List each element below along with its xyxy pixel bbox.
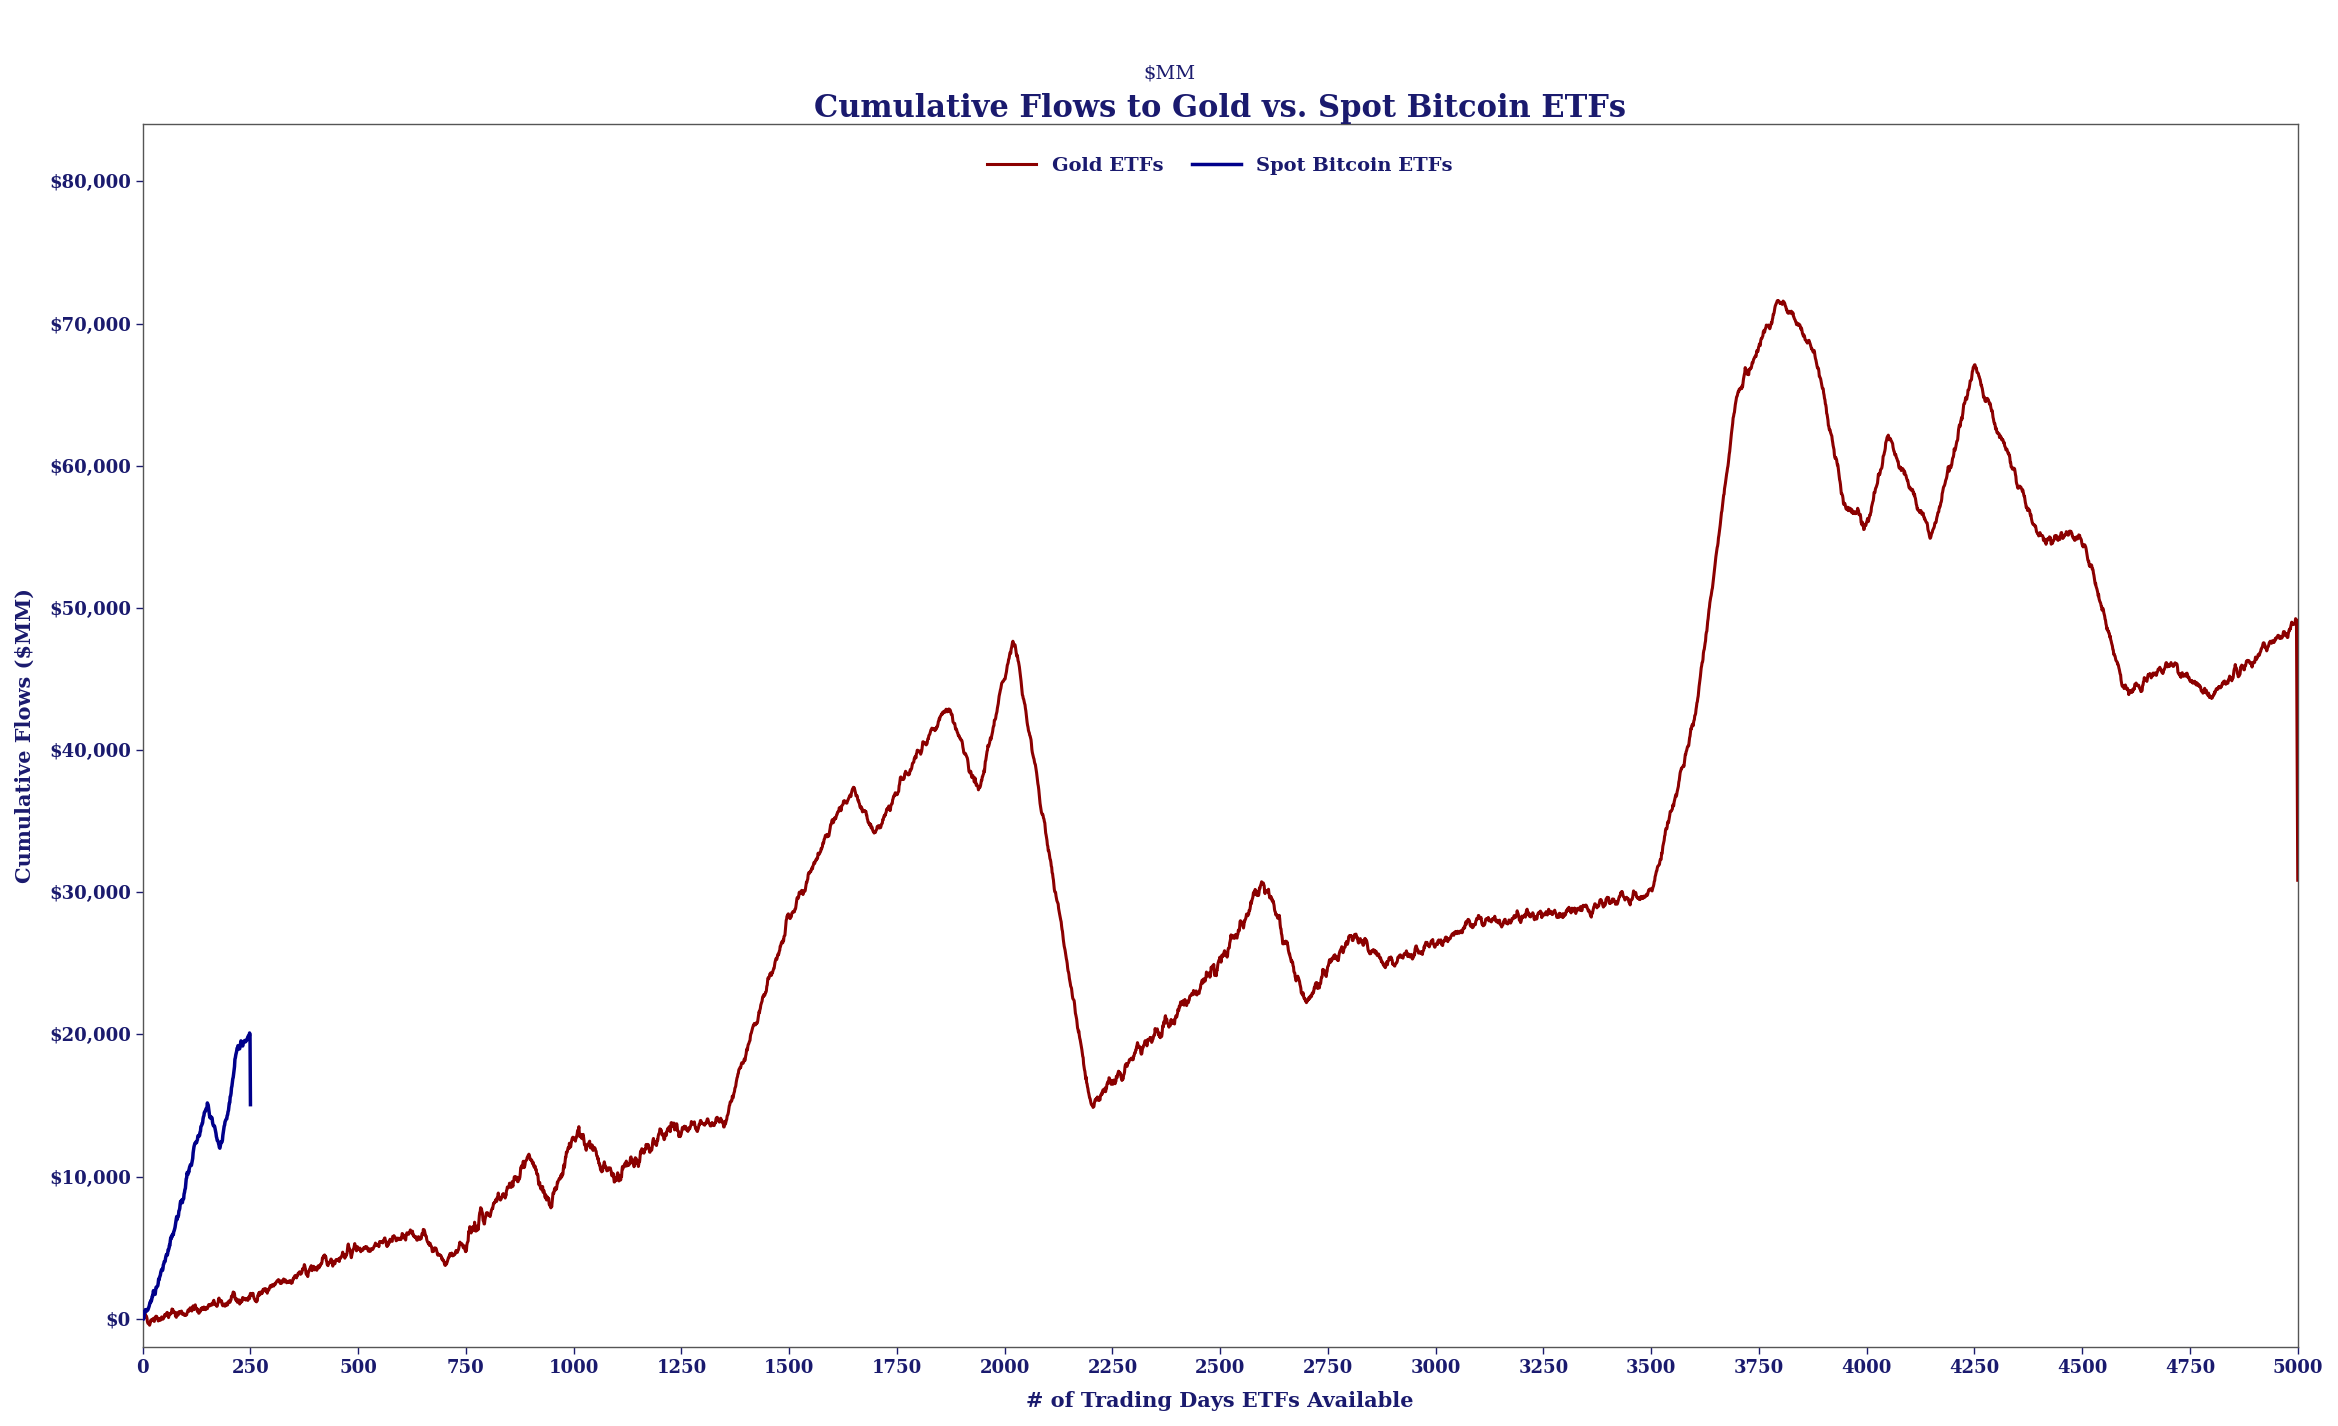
- Spot Bitcoin ETFs: [194, 1097, 222, 1114]
- Legend: Gold ETFs, Spot Bitcoin ETFs: Gold ETFs, Spot Bitcoin ETFs: [980, 148, 1461, 183]
- Spot Bitcoin ETFs: [129, 1310, 157, 1328]
- Gold ETFs: [2074, 546, 2102, 563]
- Spot Bitcoin ETFs: [210, 1118, 238, 1135]
- Gold ETFs: [1169, 992, 1197, 1010]
- Gold ETFs: [552, 1152, 580, 1169]
- Spot Bitcoin ETFs: [178, 1152, 206, 1169]
- Spot Bitcoin ETFs: [201, 1125, 229, 1142]
- Gold ETFs: [1763, 292, 1791, 309]
- Spot Bitcoin ETFs: [236, 1024, 264, 1041]
- Gold ETFs: [2284, 871, 2312, 888]
- X-axis label: # of Trading Days ETFs Available: # of Trading Days ETFs Available: [1026, 1390, 1414, 1410]
- Text: $MM: $MM: [1143, 64, 1195, 83]
- Gold ETFs: [136, 1316, 164, 1333]
- Gold ETFs: [2128, 677, 2156, 694]
- Spot Bitcoin ETFs: [129, 1309, 157, 1326]
- Gold ETFs: [129, 1309, 157, 1326]
- Spot Bitcoin ETFs: [194, 1099, 222, 1117]
- Line: Spot Bitcoin ETFs: Spot Bitcoin ETFs: [143, 1032, 250, 1319]
- Line: Gold ETFs: Gold ETFs: [143, 301, 2298, 1325]
- Spot Bitcoin ETFs: [236, 1097, 264, 1114]
- Gold ETFs: [2144, 663, 2172, 680]
- Y-axis label: Cumulative Flows ($MM): Cumulative Flows ($MM): [14, 589, 35, 883]
- Gold ETFs: [1620, 886, 1648, 903]
- Spot Bitcoin ETFs: [171, 1179, 199, 1196]
- Title: Cumulative Flows to Gold vs. Spot Bitcoin ETFs: Cumulative Flows to Gold vs. Spot Bitcoi…: [814, 94, 1627, 124]
